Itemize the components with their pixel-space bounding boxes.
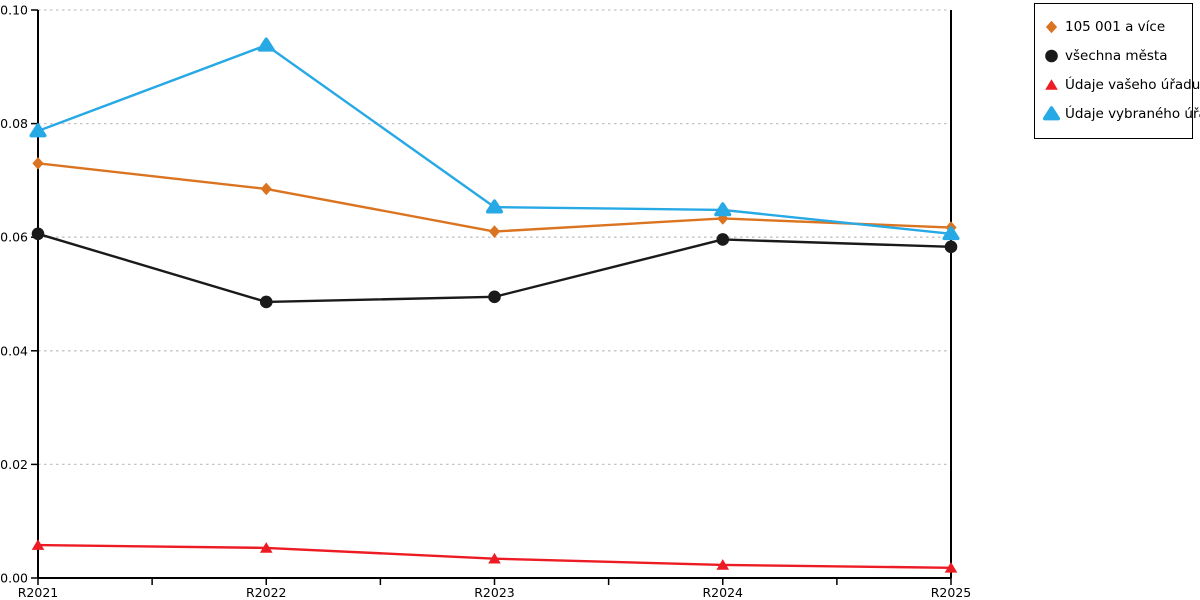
y-tick-label: 0.10 — [0, 3, 28, 18]
data-point-marker — [488, 225, 501, 238]
x-tick-label: R2024 — [703, 585, 744, 600]
data-point-marker — [259, 542, 273, 553]
diamond-marker-icon — [1045, 20, 1058, 34]
data-point-marker — [31, 539, 45, 550]
legend: 105 001 a více všechna města Údaje vašeho … — [1034, 3, 1200, 139]
data-point-marker — [716, 233, 730, 246]
y-tick-label: 0.02 — [0, 457, 28, 472]
y-tick-label: 0.00 — [0, 571, 28, 586]
data-point-marker — [944, 561, 958, 573]
x-tick-label: R2021 — [18, 585, 59, 600]
triangle-round-marker-icon — [1043, 106, 1060, 121]
data-point-marker — [488, 552, 501, 564]
series-line — [37, 162, 952, 233]
data-point-marker — [488, 290, 501, 304]
x-tick-label: R2025 — [931, 585, 972, 600]
legend-item-label: všechna města — [1065, 47, 1168, 64]
x-tick-label: R2023 — [474, 585, 515, 600]
data-point-marker — [485, 199, 504, 214]
data-point-marker — [260, 182, 272, 196]
y-tick-label: 0.04 — [0, 343, 28, 358]
legend-item-label: Údaje vybraného úřadu — [1065, 105, 1200, 122]
y-tick-label: 0.08 — [0, 116, 28, 131]
data-point-marker — [1045, 79, 1058, 90]
data-point-marker — [29, 123, 47, 138]
data-point-marker — [259, 295, 273, 309]
data-point-marker — [257, 37, 275, 52]
data-point-marker — [714, 202, 732, 217]
legend-item: 105 001 a více — [1043, 12, 1184, 41]
triangle-marker-icon — [1045, 79, 1058, 90]
data-point-marker — [31, 227, 45, 241]
data-point-marker — [32, 157, 44, 170]
legend-item-label: Údaje vašeho úřadu — [1065, 76, 1200, 93]
legend-item: Údaje vašeho úřadu — [1043, 70, 1200, 99]
circle-marker-icon — [1045, 49, 1058, 63]
x-tick-label: R2022 — [246, 585, 287, 600]
data-point-marker — [1043, 106, 1060, 121]
data-point-marker — [944, 240, 958, 254]
legend-item: všechna města — [1043, 41, 1184, 70]
data-point-marker — [1045, 20, 1058, 34]
data-point-marker — [942, 226, 960, 241]
data-point-marker — [1045, 49, 1058, 63]
legend-item-label: 105 001 a více — [1065, 18, 1166, 35]
y-tick-label: 0.06 — [0, 230, 28, 245]
data-point-marker — [716, 559, 730, 570]
legend-item: Údaje vybraného úřadu — [1043, 99, 1200, 128]
